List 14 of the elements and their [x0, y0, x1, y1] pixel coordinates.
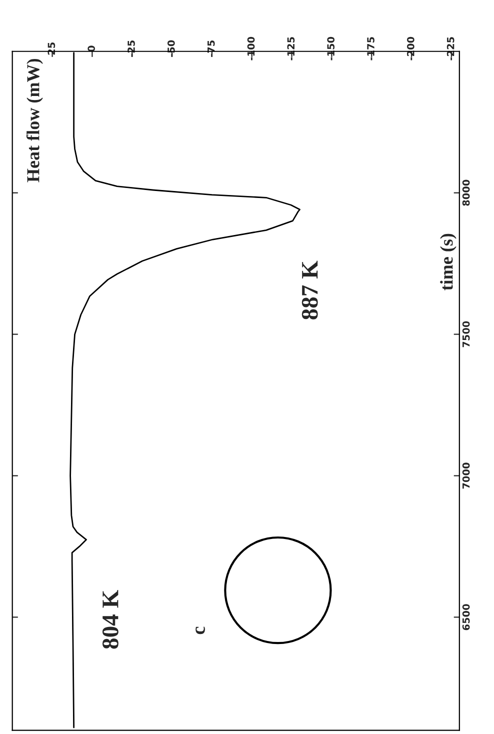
annotation: time (s)	[440, 234, 456, 290]
y-axis-title: Heat flow (mW)	[26, 58, 43, 182]
x-tick-label: -175	[367, 37, 374, 60]
x-tick-label: -125	[287, 37, 295, 60]
annotation: 887 K	[302, 260, 318, 320]
y-tick-label: 6500	[462, 604, 470, 630]
x-tick-label: -200	[406, 36, 414, 60]
x-tick-label: -150	[327, 36, 335, 60]
annotation: c	[196, 626, 205, 634]
annotation: 804 K	[102, 590, 118, 649]
y-tick-label: 8000	[462, 180, 470, 206]
x-tick-label: -100	[247, 36, 255, 60]
y-tick-label: 7000	[462, 462, 470, 489]
y-tick-label: 7500	[462, 321, 470, 348]
